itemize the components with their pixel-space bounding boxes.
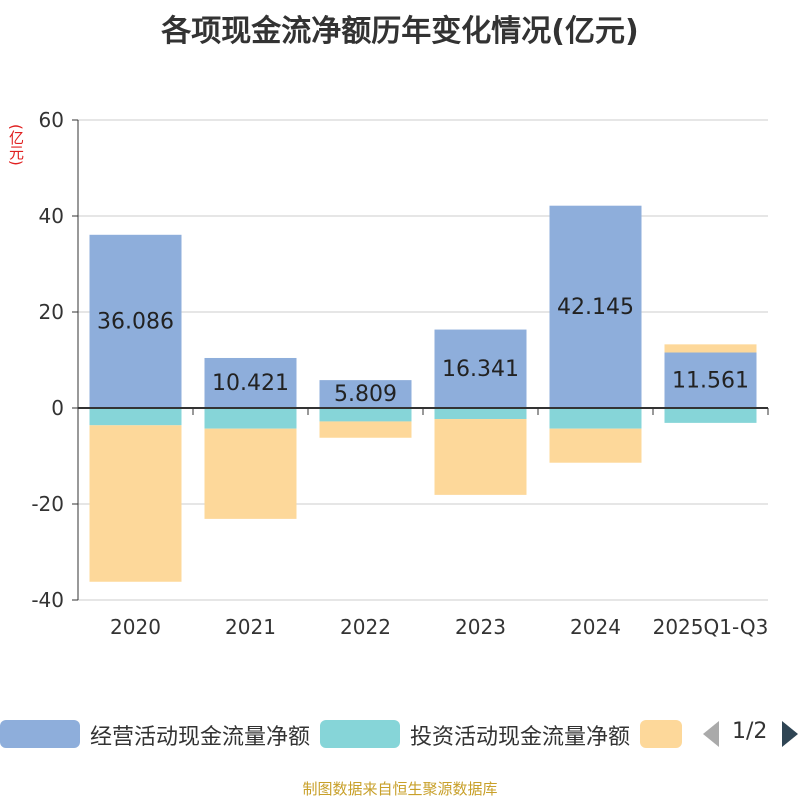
y-tick-label: -20 — [31, 492, 64, 516]
x-tick-label: 2024 — [570, 615, 621, 639]
legend-label-operating: 经营活动现金流量净额 — [90, 725, 311, 750]
data-label-2020: 36.086 — [97, 309, 174, 334]
chart-title: 各项现金流净额历年变化情况(亿元) — [161, 14, 639, 49]
legend-page-indicator: 1/2 — [732, 719, 768, 744]
legend-swatch-investing — [320, 720, 400, 748]
bar-2020-series-1 — [89, 408, 182, 426]
bar-2022-series-1 — [319, 408, 412, 422]
y-tick-label: 20 — [39, 300, 64, 324]
legend-prev-arrow-icon[interactable] — [703, 721, 719, 747]
y-tick-label: 0 — [51, 396, 64, 420]
y-tick-label: 40 — [39, 204, 64, 228]
legend-swatch-operating — [0, 720, 80, 748]
bar-2024-series-2 — [549, 428, 642, 463]
bar-2021-series-1 — [204, 408, 297, 429]
y-tick-label: 60 — [39, 108, 64, 132]
chart-plot: 60 40 20 0 -20 -40 2020 2021 2022 2023 2024 2025Q1-… — [31, 108, 769, 639]
x-tick-label: 2025Q1-Q3 — [653, 615, 769, 639]
bar-2020-series-0 — [89, 234, 182, 408]
x-tick-label: 2021 — [225, 615, 276, 639]
data-label-2023: 16.341 — [442, 357, 519, 382]
axes: 60 40 20 0 -20 -40 2020 2021 2022 2023 2024 2025Q1-… — [31, 108, 769, 639]
bar-2021-series-0 — [204, 357, 297, 408]
bar-2024-series-0 — [549, 205, 642, 408]
bar-2023-series-2 — [434, 419, 527, 495]
y-tick-label: -40 — [31, 588, 64, 612]
grid-lines — [78, 119, 768, 601]
legend-label-investing: 投资活动现金流量净额 — [410, 725, 631, 750]
bars — [89, 205, 757, 582]
legend-swatch-financing — [640, 720, 682, 748]
x-tick-label: 2022 — [340, 615, 391, 639]
bar-2025Q1-Q3-series-1 — [664, 408, 757, 423]
bar-2020-series-2 — [89, 425, 182, 582]
bar-2025Q1-Q3-series-2 — [664, 344, 757, 353]
data-source-note: 制图数据来自恒生聚源数据库 — [302, 780, 498, 798]
bar-2021-series-2 — [204, 428, 297, 519]
x-tick-label: 2023 — [455, 615, 506, 639]
bar-2022-series-2 — [319, 421, 412, 438]
bar-2022-series-0 — [319, 380, 412, 408]
legend: 经营活动现金流量净额 投资活动现金流量净额 1/2 — [0, 714, 800, 754]
data-label-2025Q1-Q3: 11.561 — [672, 368, 749, 393]
data-label-2022: 5.809 — [334, 382, 397, 407]
x-tick-label: 2020 — [110, 615, 161, 639]
data-labels: 36.086 10.421 5.809 16.341 42.145 11.561 — [97, 295, 749, 407]
bar-2023-series-0 — [434, 329, 527, 408]
data-label-2021: 10.421 — [212, 371, 289, 396]
y-axis-unit-label: (亿元) — [7, 124, 25, 166]
bar-2025Q1-Q3-series-0 — [664, 352, 757, 408]
legend-next-arrow-icon[interactable] — [782, 721, 798, 747]
data-label-2024: 42.145 — [557, 295, 634, 320]
bar-2024-series-1 — [549, 408, 642, 429]
bar-2023-series-1 — [434, 408, 527, 420]
legend-pager: 1/2 — [700, 714, 800, 754]
